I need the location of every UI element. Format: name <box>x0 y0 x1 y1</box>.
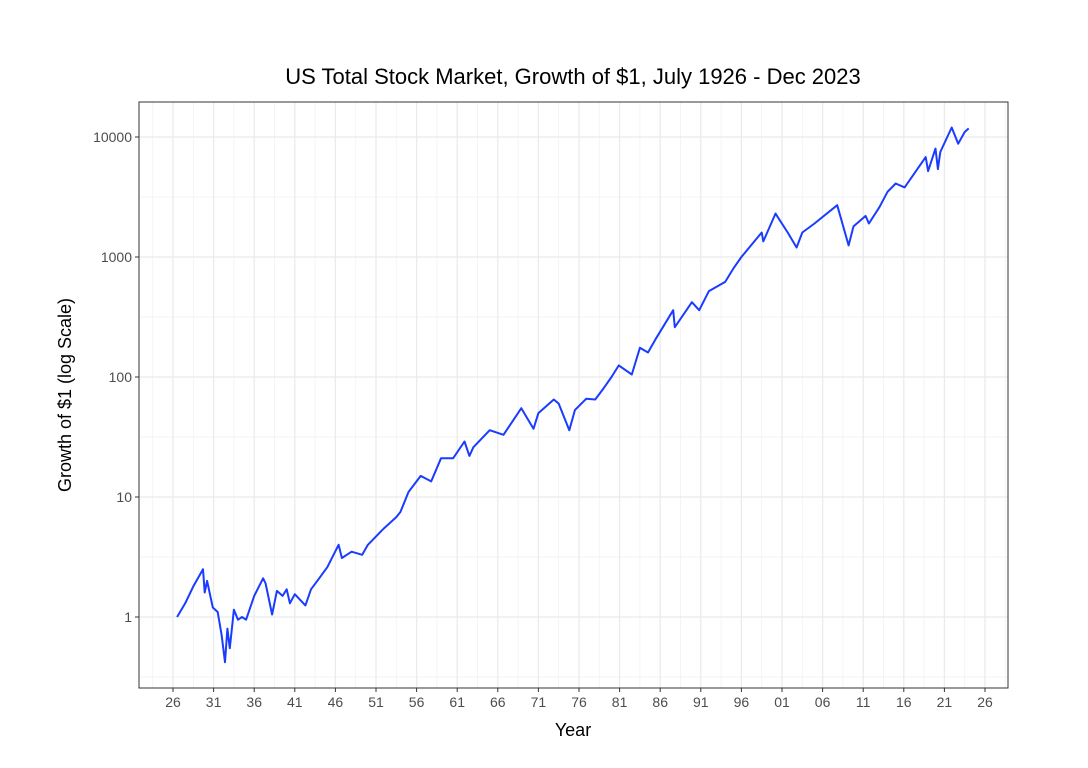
x-tick-label: 96 <box>734 694 750 710</box>
y-tick-label: 10000 <box>93 129 132 145</box>
x-tick-label: 76 <box>571 694 587 710</box>
y-tick-label: 1 <box>124 609 132 625</box>
x-tick-label: 36 <box>246 694 262 710</box>
x-tick-label: 06 <box>815 694 831 710</box>
x-tick-label: 31 <box>206 694 222 710</box>
x-tick-label: 11 <box>856 694 871 710</box>
x-axis-title: Year <box>555 720 591 740</box>
x-tick-label: 91 <box>693 694 709 710</box>
x-tick-label: 41 <box>287 694 303 710</box>
y-tick-label: 100 <box>109 369 133 385</box>
x-tick-label: 51 <box>368 694 384 710</box>
x-tick-label: 21 <box>937 694 953 710</box>
y-tick-label: 1000 <box>101 249 132 265</box>
x-tick-label: 46 <box>328 694 344 710</box>
x-tick-label: 56 <box>409 694 425 710</box>
x-tick-label: 26 <box>977 694 993 710</box>
series-line <box>176 126 970 664</box>
y-axis-title: Growth of $1 (log Scale) <box>55 298 75 492</box>
x-tick-label: 86 <box>652 694 668 710</box>
plot-panel-border <box>138 101 1009 689</box>
x-axis: 26 31 36 41 46 51 56 61 66 71 76 81 86 91 96 01 06 11 16 21… <box>165 688 993 710</box>
x-tick-label: 66 <box>490 694 506 710</box>
x-tick-label: 61 <box>449 694 465 710</box>
chart-title: US Total Stock Market, Growth of $1, Jul… <box>285 64 861 89</box>
grid-major <box>139 102 1008 688</box>
x-tick-label: 26 <box>165 694 181 710</box>
y-tick-label: 10 <box>116 489 132 505</box>
x-tick-label: 71 <box>531 694 547 710</box>
x-tick-label: 16 <box>896 694 912 710</box>
x-tick-label: 81 <box>612 694 628 710</box>
x-tick-label: 01 <box>774 694 790 710</box>
y-axis: 1 10 100 1000 10000 <box>93 129 139 625</box>
